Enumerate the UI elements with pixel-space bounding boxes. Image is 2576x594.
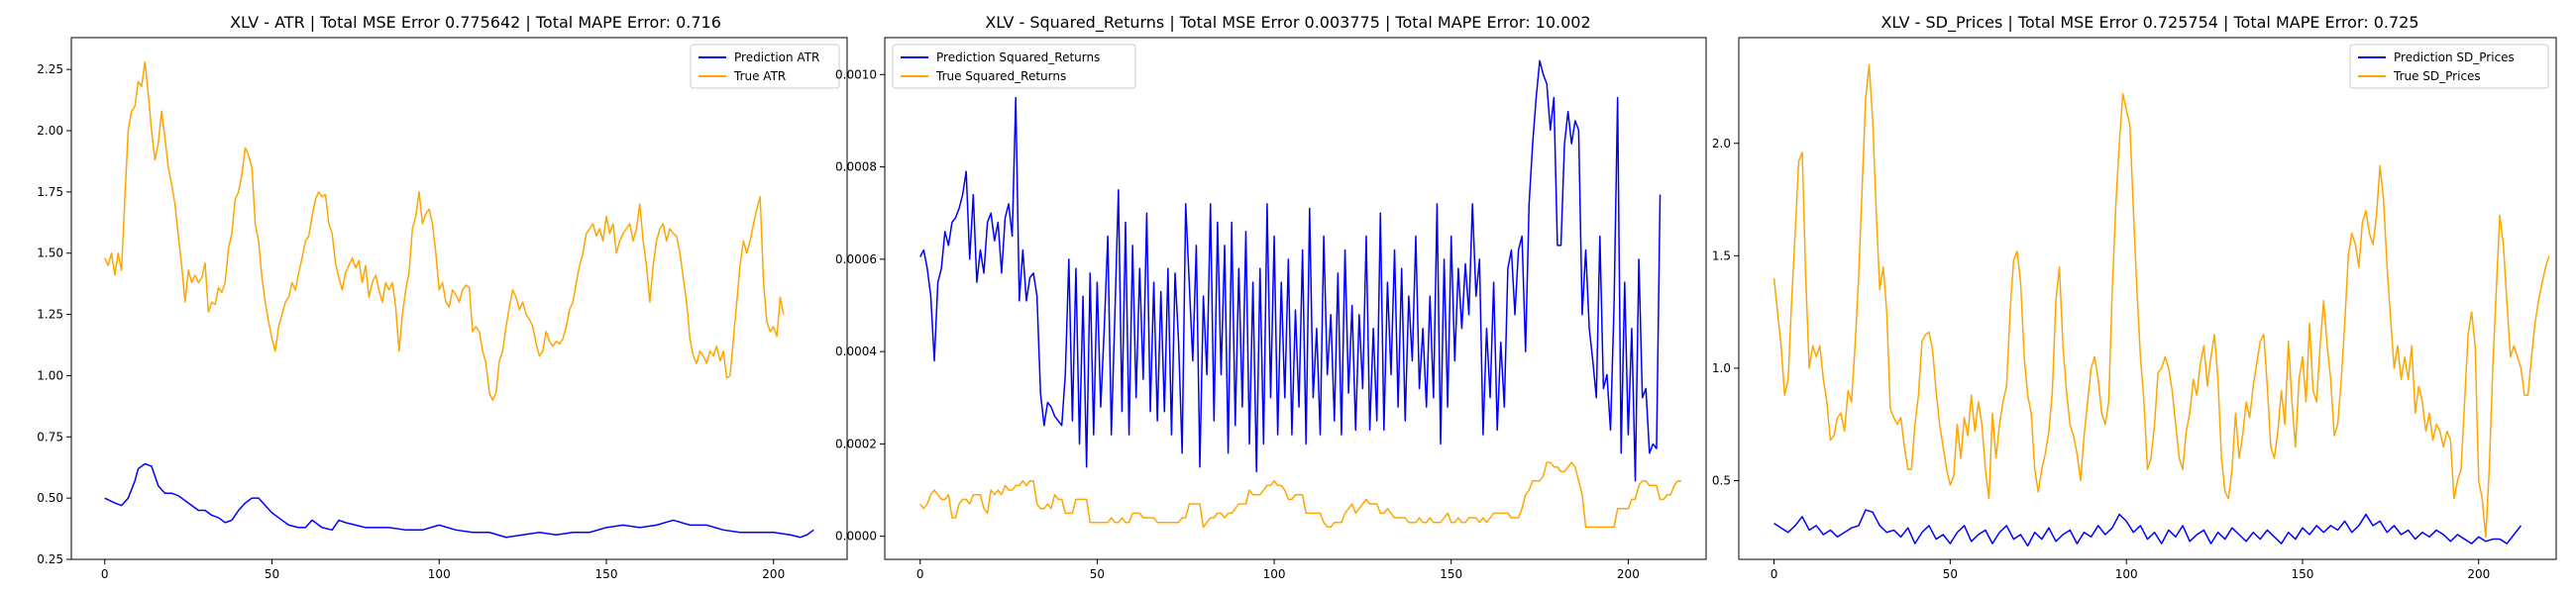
chart-title: XLV - ATR | Total MSE Error 0.775642 | T…	[230, 13, 721, 32]
y-tick-label: 1.50	[37, 247, 63, 260]
y-tick-label: 0.0008	[835, 160, 877, 174]
chart-title: XLV - Squared_Returns | Total MSE Error …	[985, 13, 1590, 33]
x-tick-label: 100	[1263, 567, 1286, 581]
x-tick-label: 100	[2115, 567, 2138, 581]
x-tick-label: 150	[595, 567, 618, 581]
legend-label: True ATR	[733, 69, 786, 83]
legend-label: Prediction Squared_Returns	[936, 50, 1100, 64]
series-line-prediction	[919, 59, 1662, 482]
x-tick-label: 150	[1440, 567, 1462, 581]
x-tick-label: 200	[762, 567, 785, 581]
x-tick-label: 50	[1943, 567, 1958, 581]
x-tick-label: 0	[101, 567, 109, 581]
legend-box	[2349, 44, 2549, 89]
legend: Prediction SD_Prices True SD_Prices	[2349, 44, 2549, 89]
plot-area: 0 50 100 150 200 0.5 1.0 1.5 2.0	[1712, 37, 2557, 581]
plot-area: 0 50 100 150 200 0.25 0.50 0.75 1.00 1.25 1.50 1.75…	[37, 37, 848, 581]
legend: Prediction ATR True ATR	[690, 44, 840, 89]
x-tick-label: 150	[2292, 567, 2314, 581]
x-tick-label: 200	[1617, 567, 1640, 581]
y-tick-label: 1.0	[1712, 361, 1731, 375]
legend-box	[690, 44, 840, 89]
y-tick-label: 2.00	[37, 124, 63, 138]
series-line-prediction	[1773, 509, 2522, 547]
legend-label: True Squared_Returns	[935, 69, 1066, 83]
series-line-true	[919, 461, 1681, 529]
chart-title: XLV - SD_Prices | Total MSE Error 0.7257…	[1880, 13, 2418, 33]
x-tick-label: 50	[1090, 567, 1105, 581]
axes-frame	[70, 37, 848, 560]
series-line-prediction	[104, 462, 814, 539]
chart-squared-returns: XLV - Squared_Returns | Total MSE Error …	[835, 13, 1707, 581]
x-tick-label: 50	[265, 567, 279, 581]
x-tick-label: 100	[428, 567, 451, 581]
legend-label: Prediction SD_Prices	[2394, 50, 2515, 64]
y-tick-label: 0.25	[37, 552, 63, 566]
y-tick-label: 1.00	[37, 368, 63, 382]
y-tick-label: 0.0006	[835, 252, 877, 266]
legend-label: True SD_Prices	[2393, 69, 2481, 83]
x-tick-label: 0	[1771, 567, 1778, 581]
series-line-true	[104, 60, 785, 401]
y-tick-label: 0.0010	[835, 67, 877, 81]
y-tick-label: 1.5	[1712, 248, 1731, 262]
y-tick-label: 2.0	[1712, 137, 1731, 150]
chart-atr: XLV - ATR | Total MSE Error 0.775642 | T…	[37, 13, 848, 581]
y-tick-label: 0.0000	[835, 530, 877, 544]
y-tick-label: 2.25	[37, 62, 63, 76]
plot-area: 0 50 100 150 200 0.0000 0.0002 0.0004 0.0006 0.00…	[835, 37, 1707, 581]
x-tick-label: 0	[916, 567, 924, 581]
y-tick-label: 0.0004	[835, 345, 877, 358]
y-tick-label: 0.0002	[835, 437, 877, 450]
axes-frame	[1738, 37, 2557, 560]
chart-sd-prices: XLV - SD_Prices | Total MSE Error 0.7257…	[1712, 13, 2557, 581]
x-tick-label: 200	[2467, 567, 2490, 581]
series-line-true	[1772, 63, 2550, 539]
y-tick-label: 0.5	[1712, 473, 1731, 487]
legend: Prediction Squared_Returns True Squared_…	[892, 44, 1136, 89]
y-tick-label: 0.50	[37, 491, 63, 505]
legend-box	[892, 44, 1136, 89]
legend-label: Prediction ATR	[734, 50, 819, 64]
y-tick-label: 1.75	[37, 185, 63, 199]
y-tick-label: 1.25	[37, 308, 63, 322]
y-tick-label: 0.75	[37, 430, 63, 444]
axes-frame	[884, 37, 1707, 560]
